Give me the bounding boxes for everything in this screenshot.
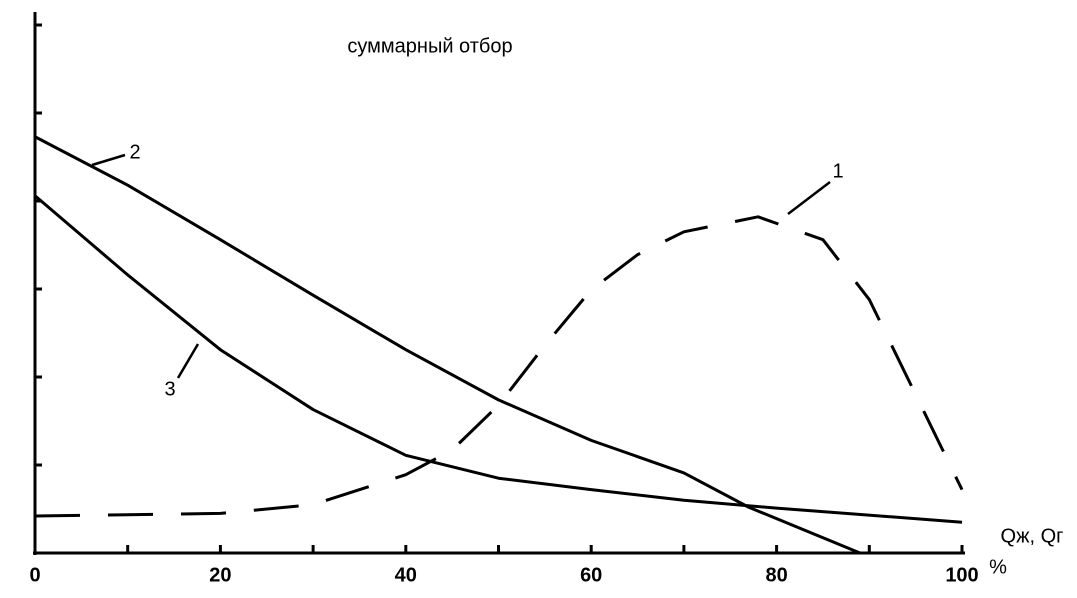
x-tick-label: 40 xyxy=(395,564,417,586)
curve xyxy=(34,215,964,518)
curve-label: 1 xyxy=(832,160,843,182)
x-axis-unit: % xyxy=(989,556,1007,578)
x-tick-label: 100 xyxy=(945,564,978,586)
chart-title: суммарный отбор xyxy=(347,35,512,57)
curve-label: 3 xyxy=(164,378,175,400)
curve xyxy=(34,135,861,555)
curve-label: 2 xyxy=(129,141,140,163)
x-axis-label: Qж, Qг xyxy=(1001,525,1064,547)
leader-line xyxy=(91,153,126,167)
x-tick-label: 0 xyxy=(29,564,40,586)
x-tick-label: 60 xyxy=(580,564,602,586)
leader-line xyxy=(176,343,200,379)
x-tick-label: 20 xyxy=(209,564,231,586)
leader-line xyxy=(787,181,831,215)
x-tick-label: 80 xyxy=(765,564,787,586)
curve xyxy=(34,194,963,524)
